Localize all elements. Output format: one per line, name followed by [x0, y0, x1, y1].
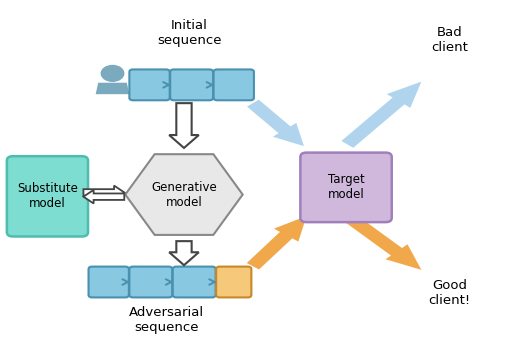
FancyBboxPatch shape: [173, 266, 216, 297]
FancyBboxPatch shape: [130, 70, 170, 100]
Text: Generative
model: Generative model: [151, 181, 217, 209]
FancyArrow shape: [247, 100, 304, 146]
Circle shape: [101, 66, 124, 81]
Polygon shape: [125, 154, 243, 235]
FancyBboxPatch shape: [216, 266, 251, 297]
Polygon shape: [95, 83, 130, 94]
FancyArrow shape: [84, 186, 124, 199]
Text: Target
model: Target model: [328, 173, 364, 201]
FancyArrow shape: [169, 241, 199, 265]
FancyBboxPatch shape: [130, 266, 172, 297]
FancyBboxPatch shape: [7, 156, 88, 237]
FancyArrow shape: [169, 103, 199, 148]
Text: Substitute
model: Substitute model: [17, 182, 78, 210]
Text: Initial
sequence: Initial sequence: [157, 19, 221, 47]
FancyBboxPatch shape: [89, 266, 129, 297]
Text: Adversarial
sequence: Adversarial sequence: [128, 306, 204, 334]
Text: Good
client!: Good client!: [428, 279, 471, 307]
FancyArrow shape: [247, 216, 307, 269]
FancyBboxPatch shape: [300, 153, 392, 222]
FancyBboxPatch shape: [170, 70, 213, 100]
FancyArrow shape: [84, 190, 124, 203]
FancyArrow shape: [342, 212, 422, 270]
Text: Bad
client: Bad client: [431, 26, 468, 54]
FancyArrow shape: [342, 82, 422, 148]
FancyBboxPatch shape: [214, 70, 254, 100]
